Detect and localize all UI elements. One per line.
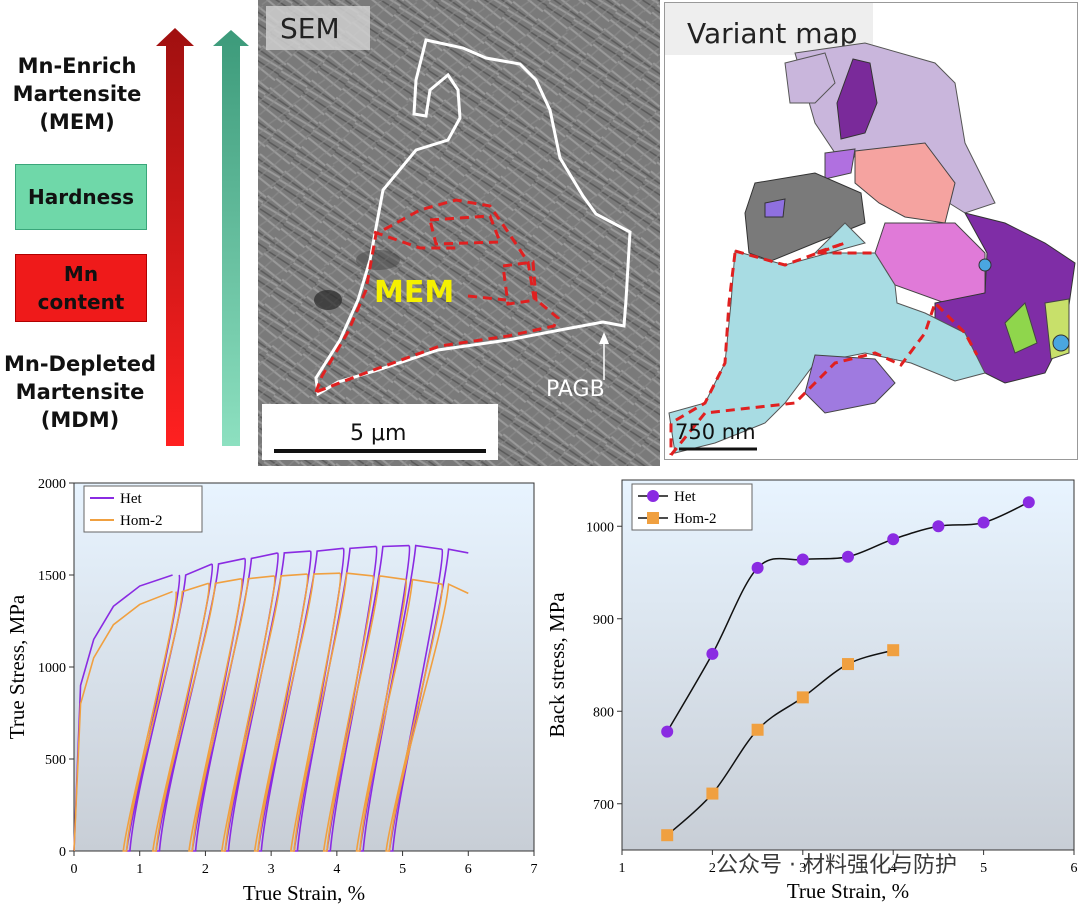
x-tick-label: 7 <box>531 862 538 877</box>
mn-content-label: Mn content <box>37 262 125 314</box>
mem-label: Mn-Enrich Martensite (MEM) <box>12 54 142 134</box>
y-tick-label: 500 <box>45 753 66 768</box>
series-hom-2-initial-loading <box>73 590 173 852</box>
series-hom-2-cycle <box>355 578 443 852</box>
x-tick-label: 6 <box>1071 861 1078 876</box>
hardness-box: Hardness <box>15 164 147 230</box>
y-tick-label: 800 <box>593 705 614 720</box>
legend: Het Hom-2 <box>631 483 753 531</box>
x-tick-label: 4 <box>333 862 340 877</box>
series-hom-2-point <box>842 658 854 671</box>
green-arrow <box>213 30 249 446</box>
variant-map-image: Variant map 750 nm <box>665 3 1076 456</box>
mem-region-label: MEM <box>374 275 454 310</box>
x-tick-label: 4 <box>890 861 897 876</box>
legend-hom2: Hom-2 <box>674 511 717 527</box>
series-hom-2-point <box>796 691 809 704</box>
x-tick-label: 2 <box>709 861 716 876</box>
series-hom-2-point <box>706 787 719 800</box>
legend: Het Hom-2 <box>83 485 203 533</box>
x-tick-label: 0 <box>71 862 78 877</box>
variant-title: Variant map <box>687 17 857 50</box>
series-het-point <box>887 533 900 546</box>
gradient-arrows <box>156 28 249 446</box>
x-tick-label: 3 <box>268 862 275 877</box>
series-hom-2-cycle <box>322 575 406 852</box>
series-het-point <box>661 725 674 738</box>
series-het-point <box>706 647 719 660</box>
true-stress-chart: 0 1 2 3 4 5 6 7 0 500 1000 1500 2000 Het Hom-2 True … <box>5 477 538 905</box>
y-tick-label: 900 <box>593 613 614 628</box>
variant-scale-label: 750 nm <box>675 420 756 444</box>
x-axis-label: True Strain, % <box>787 879 909 903</box>
series-hom-2-cycle <box>289 572 374 852</box>
sem-title: SEM <box>280 12 340 45</box>
series-hom-2-cycle <box>220 573 308 852</box>
watermark: 公众号 · 材料强化与防护 <box>716 853 957 878</box>
y-axis-label: Back stress, MPa <box>545 592 569 738</box>
x-tick-label: 6 <box>465 862 472 877</box>
legend-het: Het <box>120 491 142 507</box>
series-hom-2-cycle <box>151 577 242 852</box>
series-hom-2-cycle <box>253 572 341 852</box>
series-het-point <box>977 516 990 529</box>
series-het-point <box>1022 496 1035 509</box>
y-tick-label: 1500 <box>38 569 66 584</box>
mdm-label: Mn-Depleted Martensite (MDM) <box>3 352 157 432</box>
mn-content-box: Mn content <box>15 254 147 322</box>
series-het-point <box>842 550 854 563</box>
variant-map-panel: Variant map 750 nm <box>664 2 1078 460</box>
y-axis-label: True Stress, MPa <box>5 594 29 739</box>
series-hom-2-point <box>887 644 900 657</box>
series-hom-2-cycle <box>385 582 469 852</box>
y-tick-label: 2000 <box>38 477 66 492</box>
y-tick-label: 0 <box>59 845 66 860</box>
y-tick-label: 700 <box>593 798 614 813</box>
variant-main-region <box>668 222 986 454</box>
x-tick-label: 3 <box>799 861 806 876</box>
x-axis-label: True Strain, % <box>243 881 365 905</box>
x-tick-label: 5 <box>980 861 987 876</box>
series-hom-2-point <box>661 829 674 842</box>
back-stress-chart: 1 2 3 4 5 6 700 800 900 1000 Het Hom-2 True Strai… <box>545 479 1078 903</box>
x-tick-label: 1 <box>619 861 626 876</box>
series-het-cycle <box>358 544 443 852</box>
series-hom-2-point <box>751 723 764 736</box>
legend-hom2: Hom-2 <box>120 513 163 529</box>
series-het-point <box>751 561 764 574</box>
series-hom-2-cycle <box>122 582 209 852</box>
series-het-point <box>932 520 945 533</box>
hardness-label: Hardness <box>27 185 135 209</box>
series-hom-2-cycle <box>188 575 275 852</box>
legend-het: Het <box>674 489 696 505</box>
sem-scale-label: 5 μm <box>350 421 406 446</box>
schematic-panel: Mn-Enrich Martensite (MEM) Hardness Mn c… <box>0 0 258 460</box>
series-het-point <box>796 553 809 566</box>
x-tick-label: 2 <box>202 862 209 877</box>
sem-image: SEM MEM PAGB 5 μm <box>258 0 660 466</box>
red-arrow <box>156 28 194 446</box>
y-tick-label: 1000 <box>586 520 614 535</box>
pagb-outline <box>314 38 632 397</box>
sem-panel: SEM MEM PAGB 5 μm <box>258 0 660 466</box>
mem-outline <box>313 198 560 395</box>
x-tick-label: 5 <box>399 862 406 877</box>
pagb-label: PAGB <box>546 377 605 402</box>
x-tick-label: 1 <box>136 862 143 877</box>
y-tick-label: 1000 <box>38 661 66 676</box>
